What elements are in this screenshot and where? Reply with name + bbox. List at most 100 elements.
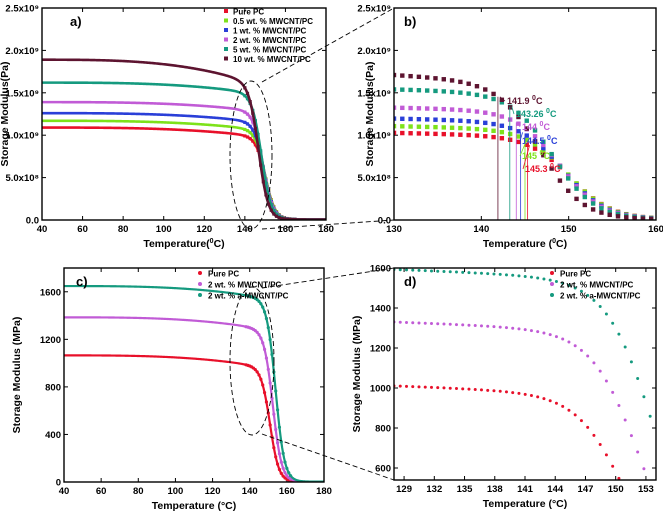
panel-c: 40 60 80 100 120 140 160 180 0 400 800 1200 1600 Temp… [11, 267, 332, 512]
data-point [499, 123, 505, 128]
data-point [398, 320, 402, 324]
legend-label: 1 wt. % MWCNT/PC [233, 27, 307, 36]
data-point [394, 87, 397, 92]
data-point [473, 271, 477, 275]
data-point [268, 381, 272, 385]
plot-frame [393, 7, 657, 221]
data-point [636, 450, 640, 454]
data-point [266, 367, 270, 371]
y-tick-label: 800 [375, 424, 391, 435]
data-point [262, 390, 267, 395]
data-point [629, 434, 633, 438]
x-tick-label: 160 [279, 486, 295, 497]
data-point [557, 178, 563, 183]
y-tick-label: 2.5x10⁹ [357, 4, 391, 15]
data-point [416, 106, 422, 111]
data-point [523, 392, 527, 396]
legend-label: Pure PC [233, 8, 264, 17]
data-point [394, 130, 397, 136]
zoom-connectors [261, 7, 395, 481]
data-point [277, 467, 282, 472]
data-point [436, 386, 440, 390]
data-point [604, 379, 608, 383]
legend-label: 5 wt. % MWCNT/PC [233, 46, 307, 55]
data-point [466, 119, 471, 124]
data-point [498, 389, 502, 393]
data-point [449, 78, 455, 83]
data-point [611, 390, 615, 394]
data-point [441, 125, 446, 130]
legend-label: 2 wt. % MWCNT/PC [560, 281, 634, 290]
data-point [433, 76, 438, 81]
legend-marker [550, 293, 554, 297]
data-point [416, 88, 422, 93]
data-point [611, 321, 615, 325]
data-point [524, 133, 529, 138]
data-point [441, 77, 446, 82]
x-tick-label: 180 [316, 486, 332, 497]
data-point [424, 131, 430, 136]
data-point [424, 117, 430, 122]
data-point [394, 105, 397, 110]
plot-area [394, 72, 654, 220]
data-point [282, 217, 287, 220]
data-point [274, 389, 278, 393]
data-point [248, 100, 252, 104]
data-point [516, 129, 521, 134]
data-point [259, 302, 263, 306]
x-tick-label: 150 [561, 224, 577, 235]
panel-b: 130 140 150 1600.05.0x10⁸1.0x10⁹1.5x10⁹2.0x… [357, 4, 663, 251]
plot-frame [41, 7, 327, 221]
data-point [404, 320, 408, 324]
data-point [288, 474, 293, 478]
data-point [436, 322, 440, 326]
data-point [483, 87, 488, 92]
data-point [448, 270, 452, 274]
data-point [529, 394, 533, 398]
data-point [458, 90, 463, 95]
data-point [461, 270, 465, 274]
data-point [574, 196, 579, 202]
data-point [598, 369, 602, 373]
data-point [257, 333, 261, 337]
data-point [245, 97, 250, 101]
data-point [529, 275, 533, 279]
data-point [566, 176, 571, 181]
data-point [532, 128, 538, 133]
series-line-3 [64, 284, 324, 482]
data-point [290, 217, 294, 220]
data-point [548, 333, 552, 337]
data-point [467, 387, 471, 391]
data-point [442, 386, 446, 390]
data-point [274, 455, 278, 459]
legend-label: Pure PC [208, 270, 239, 279]
data-point [245, 91, 250, 95]
plot-frame [63, 267, 325, 483]
data-point [479, 271, 483, 275]
y-axis-label: Storage Modulus(Pa) [0, 61, 11, 166]
series-line-2 [64, 316, 324, 482]
data-point [499, 100, 505, 105]
data-point [524, 118, 529, 123]
data-point [532, 142, 538, 147]
data-point [541, 139, 546, 144]
connector-line [261, 433, 395, 481]
data-point [582, 192, 588, 197]
legend-label: 2 wt. % a-MWCNT/PC [208, 292, 289, 301]
data-point [398, 384, 402, 388]
legend-marker [224, 18, 228, 23]
data-point [504, 390, 508, 394]
data-point [449, 132, 455, 137]
data-point [253, 143, 258, 147]
x-tick-label: 100 [156, 224, 172, 235]
data-point [598, 305, 602, 309]
data-point [524, 126, 529, 131]
data-point [268, 337, 272, 342]
data-point [504, 273, 508, 277]
data-point [561, 337, 565, 341]
annotation-label: 143.26 0C [516, 108, 557, 119]
x-tick-label: 138 [487, 484, 503, 495]
legend-label: 0.5 wt. % MWCNT/PC [233, 17, 313, 26]
connector-line [261, 219, 395, 230]
data-point [251, 120, 255, 124]
